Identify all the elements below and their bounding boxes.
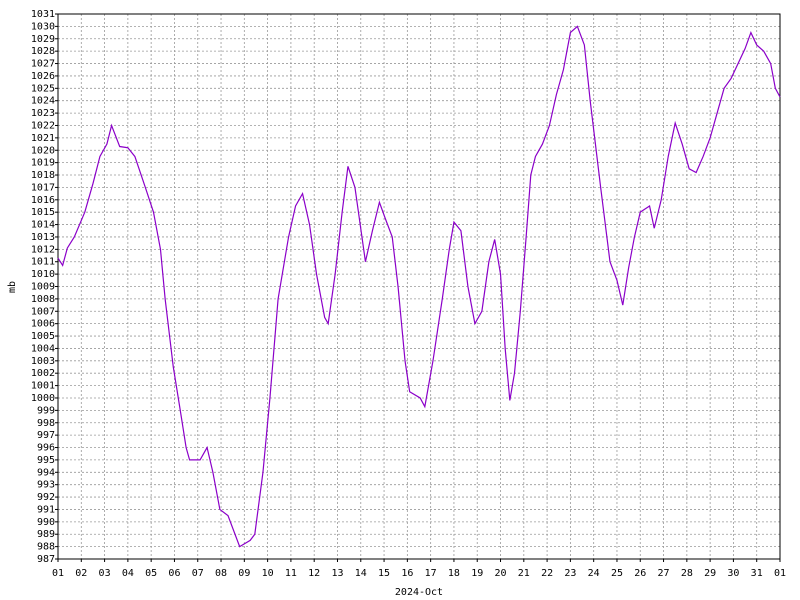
y-tick-label: 1004 (31, 343, 55, 354)
y-tick-label: 989 (37, 529, 55, 540)
data-line (57, 25, 781, 548)
x-tick-label: 02 (75, 568, 87, 579)
x-tick-label: 26 (634, 568, 646, 579)
y-tick-label: 1006 (31, 319, 55, 330)
y-tick-label: 1028 (31, 46, 55, 57)
x-tick-label: 19 (471, 568, 483, 579)
x-tick-label: 17 (425, 568, 437, 579)
x-tick-label: 21 (518, 568, 530, 579)
x-tick-label: 25 (611, 568, 623, 579)
y-tick-label: 994 (37, 467, 55, 478)
x-tick-label: 05 (145, 568, 157, 579)
x-tick-label: 16 (401, 568, 413, 579)
x-tick-label: 14 (355, 568, 367, 579)
y-tick-label: 988 (37, 542, 55, 553)
y-tick-label: 1013 (31, 232, 55, 243)
x-tick-label: 06 (168, 568, 180, 579)
x-tick-label: 28 (681, 568, 693, 579)
y-tick-label: 996 (37, 443, 55, 454)
plot-frame (57, 13, 781, 560)
y-tick-label: 992 (37, 492, 55, 503)
y-tick-label: 1022 (31, 120, 55, 131)
y-tick-label: 1016 (31, 195, 55, 206)
y-tick-label: 1011 (31, 257, 55, 268)
y-tick-label: 1030 (31, 21, 55, 32)
y-tick-label: 1007 (31, 306, 55, 317)
x-tick-label: 08 (215, 568, 227, 579)
x-tick-label: 23 (564, 568, 576, 579)
x-tick-label: 01 (52, 568, 64, 579)
x-tick-label: 29 (704, 568, 716, 579)
y-tick-label: 1021 (31, 133, 55, 144)
x-tick-label: 27 (658, 568, 670, 579)
x-tick-label: 12 (308, 568, 320, 579)
x-tick-label: 10 (262, 568, 274, 579)
y-tick-label: 1012 (31, 244, 55, 255)
y-axis-label: mb (7, 281, 18, 293)
y-tick-label: 1024 (31, 96, 55, 107)
x-tick-label: 15 (378, 568, 390, 579)
x-tick-label: 30 (727, 568, 739, 579)
y-tick-label: 1010 (31, 269, 55, 280)
y-tick-label: 993 (37, 480, 55, 491)
y-tick-label: 998 (37, 418, 55, 429)
x-axis-label: 2024-Oct (395, 587, 443, 598)
x-tick-label: 20 (494, 568, 506, 579)
y-tick-label: 1025 (31, 83, 55, 94)
y-tick-label: 1009 (31, 282, 55, 293)
y-tick-label: 1031 (31, 9, 55, 20)
x-tick-label: 09 (238, 568, 250, 579)
y-tick-label: 1003 (31, 356, 55, 367)
y-tick-label: 1018 (31, 170, 55, 181)
y-tick-label: 1015 (31, 207, 55, 218)
x-tick-label: 04 (122, 568, 134, 579)
x-tick-label: 31 (751, 568, 763, 579)
y-tick-label: 995 (37, 455, 55, 466)
y-tick-label: 999 (37, 405, 55, 416)
y-tick-label: 1029 (31, 34, 55, 45)
y-tick-label: 990 (37, 517, 55, 528)
y-tick-label: 1008 (31, 294, 55, 305)
y-tick-label: 997 (37, 430, 55, 441)
x-tick-label: 22 (541, 568, 553, 579)
y-tick-label: 991 (37, 504, 55, 515)
y-tick-label: 987 (37, 554, 55, 565)
y-tick-label: 1019 (31, 158, 55, 169)
x-tick-label: 24 (588, 568, 600, 579)
y-tick-label: 1027 (31, 59, 55, 70)
y-tick-label: 1017 (31, 182, 55, 193)
x-tick-label: 18 (448, 568, 460, 579)
x-tick-label: 13 (331, 568, 343, 579)
y-tick-label: 1023 (31, 108, 55, 119)
y-tick-label: 1020 (31, 145, 55, 156)
y-tick-label: 1002 (31, 368, 55, 379)
y-tick-label: 1000 (31, 393, 55, 404)
x-tick-label: 11 (285, 568, 297, 579)
x-tick-label: 03 (99, 568, 111, 579)
y-tick-label: 1014 (31, 220, 55, 231)
y-tick-label: 1001 (31, 381, 55, 392)
y-tick-label: 1005 (31, 331, 55, 342)
x-tick-label: 07 (192, 568, 204, 579)
y-tick-label: 1026 (31, 71, 55, 82)
x-tick-label: 01 (774, 568, 786, 579)
